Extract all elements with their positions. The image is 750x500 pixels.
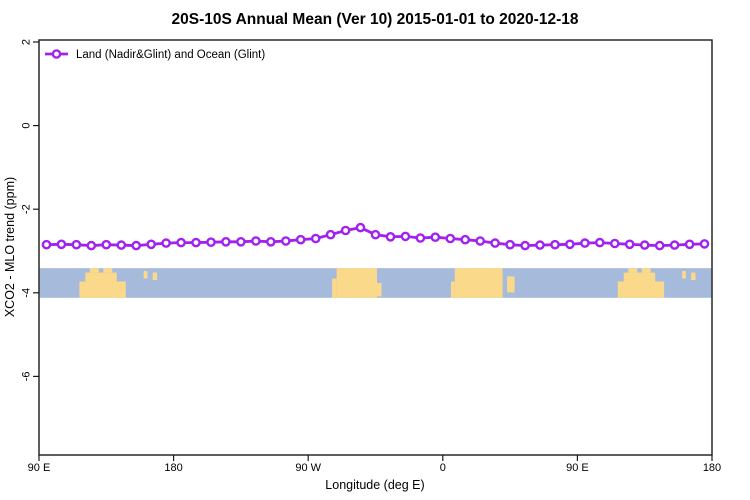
land-segment-fiji-repeat-speck-1: [682, 271, 686, 279]
land-segment-madagascar: [507, 276, 515, 293]
x-tick-label: 90 W: [295, 462, 321, 474]
data-point-marker: [639, 240, 650, 250]
data-point-marker: [550, 239, 560, 250]
land-segment-australia-repeat-main: [617, 281, 665, 298]
land-segment-south-america-east: [376, 282, 382, 297]
data-point-marker: [385, 231, 396, 242]
data-point-marker: [505, 239, 515, 250]
data-point-marker: [355, 222, 366, 233]
data-point-marker: [610, 238, 620, 249]
data-point-marker: [340, 225, 351, 236]
data-point-marker: [400, 231, 411, 242]
data-point-marker: [191, 237, 201, 248]
plot-frame: [38, 39, 713, 456]
land-segment-australia-repeat-upper: [623, 272, 656, 282]
x-tick-label: 180: [164, 462, 182, 474]
data-point-marker: [490, 238, 500, 248]
data-point-marker: [86, 240, 97, 251]
data-point-marker: [565, 239, 575, 250]
data-point-marker: [176, 237, 186, 248]
land-segment-indonesia-speck-2: [103, 268, 113, 273]
land-segment-south-america-main: [336, 268, 377, 298]
data-point-marker: [595, 237, 605, 248]
land-segment-fiji-speck-1: [143, 271, 148, 279]
data-point-marker: [445, 233, 456, 244]
data-point-marker: [475, 236, 486, 246]
data-point-marker: [161, 238, 171, 248]
data-point-marker: [624, 239, 635, 250]
data-point-marker: [221, 236, 231, 247]
land-segment-indonesia-repeat-speck-2: [641, 268, 651, 273]
land-segment-australia-main: [79, 281, 126, 298]
land-segment-africa-west-slope: [451, 281, 455, 298]
land-segment-fiji-speck-2: [152, 272, 158, 281]
data-point-marker: [71, 239, 82, 250]
data-point-marker: [684, 239, 695, 250]
x-tick-label: 90 E: [566, 462, 589, 474]
data-point-marker: [41, 239, 52, 250]
land-segment-africa-main: [454, 268, 503, 298]
data-point-marker: [325, 229, 336, 240]
data-point-marker: [280, 236, 291, 246]
data-point-marker: [580, 238, 590, 248]
x-tick-label: 180: [703, 462, 721, 474]
land-segment-indonesia-speck-1: [89, 268, 99, 273]
data-point-marker: [520, 240, 530, 251]
data-point-marker: [251, 236, 261, 246]
x-axis-label: Longitude (deg E): [325, 478, 424, 492]
y-axis-label: XCO2 - MLO trend (ppm): [3, 177, 17, 317]
data-point-marker: [101, 239, 112, 250]
data-series: [41, 222, 710, 251]
chart-title: 20S-10S Annual Mean (Ver 10) 2015-01-01 …: [172, 11, 579, 28]
y-tick-label: -6: [21, 372, 33, 382]
legend-open-circle-marker: [51, 49, 62, 59]
data-point-marker: [699, 239, 710, 249]
data-point-marker: [131, 240, 141, 251]
data-point-marker: [56, 239, 67, 250]
land-segment-fiji-repeat-speck-2: [691, 272, 696, 281]
y-tick-label: -2: [21, 204, 33, 214]
data-point-marker: [116, 240, 127, 250]
x-tick-label: 90 E: [28, 462, 51, 474]
land-segment-australia-upper: [85, 272, 117, 282]
data-point-marker: [460, 234, 471, 245]
y-tick-label: 0: [21, 123, 33, 129]
legend: Land (Nadir&Glint) and Ocean (Glint): [45, 49, 265, 61]
data-point-marker: [430, 232, 441, 242]
x-tick-label: 0: [440, 462, 446, 474]
y-tick-label: -4: [21, 288, 33, 298]
y-tick-label: 2: [21, 39, 33, 45]
data-point-marker: [415, 233, 426, 243]
data-point-marker: [535, 240, 545, 250]
data-point-marker: [146, 239, 156, 250]
map-band: [39, 268, 712, 298]
data-point-marker: [206, 237, 216, 247]
data-point-marker: [310, 233, 321, 244]
data-point-marker: [265, 236, 276, 247]
land-segment-south-america-west: [332, 278, 337, 298]
data-point-marker: [295, 234, 306, 245]
axes: 90 E 180 90 W 0 90 E 180 2 0 -2 -4 -6: [21, 39, 722, 474]
data-point-marker: [236, 236, 246, 247]
land-segment-indonesia-repeat-speck-1: [628, 268, 638, 273]
data-point-marker: [370, 229, 381, 240]
data-point-marker: [669, 240, 680, 250]
data-point-marker: [654, 240, 665, 251]
legend-label: Land (Nadir&Glint) and Ocean (Glint): [76, 49, 265, 61]
